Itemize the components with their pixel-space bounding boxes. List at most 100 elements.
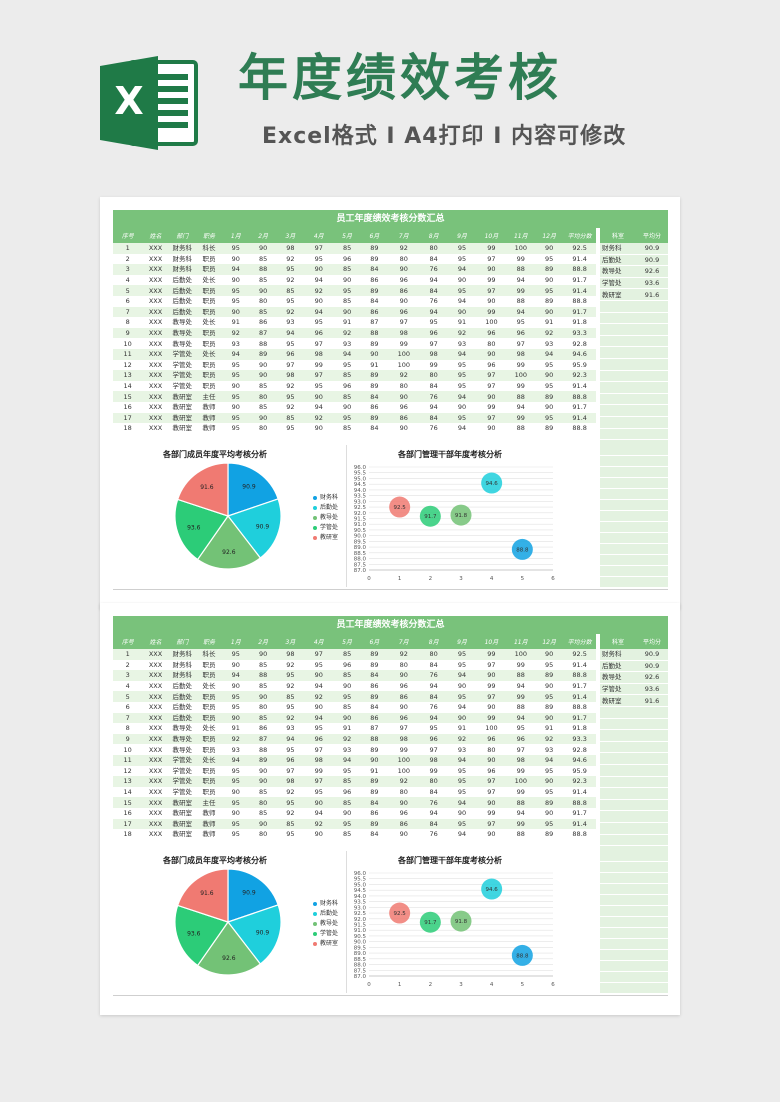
summary-cell[interactable]: 教研室: [600, 694, 636, 707]
table-cell[interactable]: 94: [447, 391, 477, 402]
table-cell[interactable]: 97: [476, 253, 507, 265]
table-cell[interactable]: 96: [388, 807, 420, 819]
table-cell[interactable]: 90: [388, 829, 420, 840]
table-cell[interactable]: 7: [113, 306, 143, 318]
table-cell[interactable]: 80: [419, 776, 448, 787]
table-cell[interactable]: 93: [447, 744, 477, 755]
table-cell[interactable]: 97: [419, 744, 448, 755]
table-cell[interactable]: 94: [304, 680, 334, 692]
table-cell[interactable]: 92: [534, 327, 564, 339]
summary-cell[interactable]: [600, 381, 636, 394]
table-cell[interactable]: 95: [447, 765, 477, 777]
table-cell[interactable]: 92.3: [563, 370, 596, 381]
table-cell[interactable]: 95: [534, 786, 564, 798]
table-cell[interactable]: 11: [113, 754, 143, 766]
summary-cell[interactable]: [636, 381, 668, 394]
table-cell[interactable]: 95: [222, 649, 250, 660]
table-cell[interactable]: 100: [388, 765, 420, 777]
table-cell[interactable]: 94: [333, 754, 361, 766]
table-cell[interactable]: 主任: [195, 391, 223, 402]
table-cell[interactable]: 80: [388, 380, 420, 392]
table-cell[interactable]: 90: [222, 253, 250, 265]
table-cell[interactable]: 100: [506, 649, 535, 660]
table-cell[interactable]: 85: [333, 423, 361, 434]
table-cell[interactable]: 85: [276, 691, 305, 702]
table-cell[interactable]: 84: [360, 264, 389, 275]
table-cell[interactable]: XXX: [142, 680, 169, 692]
table-cell[interactable]: 88: [506, 295, 535, 307]
summary-cell[interactable]: [600, 370, 636, 383]
table-cell[interactable]: 16: [113, 807, 143, 819]
table-cell[interactable]: 94: [276, 327, 305, 339]
table-cell[interactable]: 90: [222, 786, 250, 798]
table-cell[interactable]: 88: [506, 701, 535, 713]
table-cell[interactable]: 94: [276, 733, 305, 745]
table-cell[interactable]: 100: [388, 754, 420, 766]
table-cell[interactable]: 93: [222, 338, 250, 349]
table-cell[interactable]: 97: [506, 744, 535, 755]
table-cell[interactable]: 89: [360, 649, 389, 660]
table-cell[interactable]: 97: [304, 243, 334, 254]
table-cell[interactable]: 92: [276, 659, 305, 671]
table-cell[interactable]: 80: [249, 701, 277, 713]
table-cell[interactable]: 职员: [195, 744, 223, 755]
table-cell[interactable]: 12: [113, 359, 143, 371]
table-cell[interactable]: 95: [506, 723, 535, 734]
table-cell[interactable]: 84: [360, 670, 389, 681]
table-cell[interactable]: 95: [333, 691, 361, 702]
table-cell[interactable]: 95: [333, 765, 361, 777]
table-cell[interactable]: 95: [419, 317, 448, 328]
table-cell[interactable]: 90: [447, 274, 477, 286]
summary-cell[interactable]: [600, 300, 636, 313]
table-cell[interactable]: 91.4: [563, 786, 596, 798]
table-cell[interactable]: 90: [447, 306, 477, 318]
table-cell[interactable]: 处长: [195, 680, 223, 692]
table-cell[interactable]: XXX: [142, 359, 169, 371]
table-cell[interactable]: XXX: [142, 253, 169, 265]
table-cell[interactable]: 90: [534, 274, 564, 286]
table-cell[interactable]: 94: [419, 274, 448, 286]
table-cell[interactable]: 90: [304, 670, 334, 681]
table-cell[interactable]: 95: [447, 818, 477, 830]
table-cell[interactable]: 教导处: [168, 317, 196, 328]
table-cell[interactable]: 93.3: [563, 327, 596, 339]
summary-cell[interactable]: [600, 718, 636, 731]
table-cell[interactable]: 92: [304, 285, 334, 296]
summary-cell[interactable]: [636, 810, 668, 823]
table-cell[interactable]: 90: [304, 391, 334, 402]
table-cell[interactable]: XXX: [142, 327, 169, 339]
table-cell[interactable]: 94: [304, 807, 334, 819]
table-cell[interactable]: 99: [506, 359, 535, 371]
table-cell[interactable]: 95: [222, 797, 250, 808]
table-cell[interactable]: 86: [360, 680, 389, 692]
table-cell[interactable]: 94: [447, 797, 477, 808]
table-cell[interactable]: 职员: [195, 285, 223, 296]
table-cell[interactable]: 95: [534, 765, 564, 777]
table-cell[interactable]: 95: [304, 253, 334, 265]
table-cell[interactable]: 91: [447, 317, 477, 328]
table-cell[interactable]: 4: [113, 274, 143, 286]
table-cell[interactable]: XXX: [142, 807, 169, 819]
table-cell[interactable]: 97: [506, 338, 535, 349]
table-cell[interactable]: 85: [249, 401, 277, 413]
table-cell[interactable]: 100: [506, 243, 535, 254]
table-cell[interactable]: 8: [113, 723, 143, 734]
table-cell[interactable]: 教研室: [168, 818, 196, 830]
table-cell[interactable]: 87: [360, 317, 389, 328]
table-cell[interactable]: 财务科: [168, 670, 196, 681]
table-cell[interactable]: 80: [388, 659, 420, 671]
table-cell[interactable]: XXX: [142, 370, 169, 381]
table-cell[interactable]: 87: [249, 327, 277, 339]
table-cell[interactable]: 2: [113, 253, 143, 265]
table-cell[interactable]: 93: [534, 338, 564, 349]
table-cell[interactable]: 92: [276, 807, 305, 819]
table-cell[interactable]: 94: [447, 423, 477, 434]
table-cell[interactable]: 99: [476, 680, 507, 692]
summary-cell[interactable]: 教导处: [600, 671, 636, 684]
table-cell[interactable]: 99: [419, 765, 448, 777]
table-cell[interactable]: 99: [304, 765, 334, 777]
table-cell[interactable]: 90: [222, 712, 250, 724]
summary-cell[interactable]: [600, 706, 636, 719]
table-cell[interactable]: 92: [276, 712, 305, 724]
table-cell[interactable]: 89: [534, 829, 564, 840]
